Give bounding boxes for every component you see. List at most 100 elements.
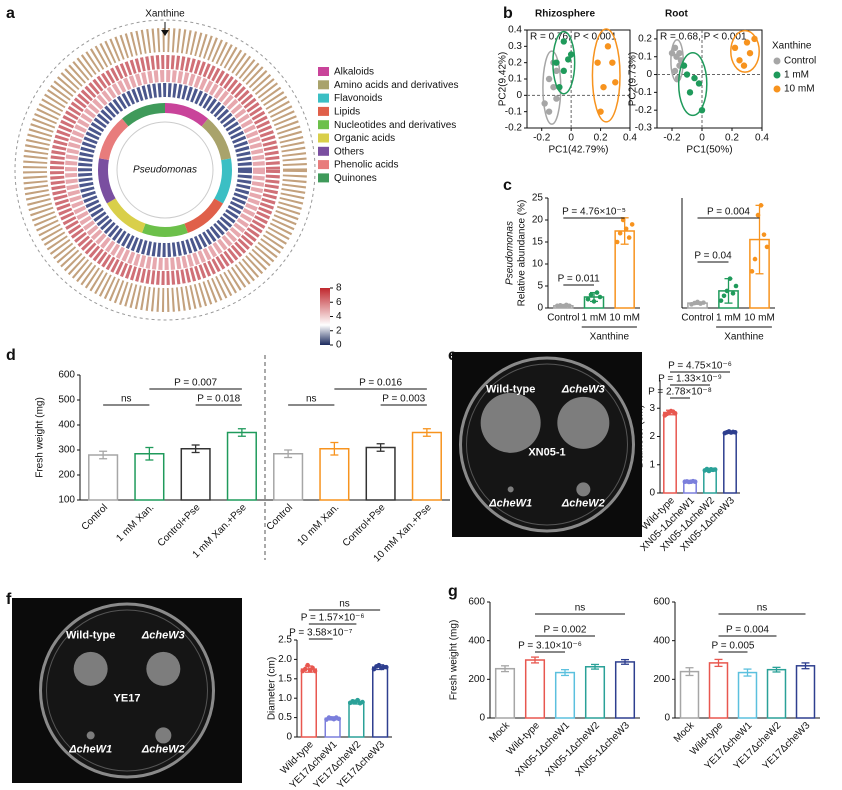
y-tick-label: 0 — [649, 488, 655, 499]
y-tick-label: 400 — [653, 635, 670, 646]
comparison-label: P = 3.10×10⁻⁶ — [518, 641, 582, 652]
panel-label: f — [6, 591, 12, 608]
legend-marker — [773, 85, 781, 93]
bar — [494, 667, 516, 719]
x-tick-label: 0.2 — [594, 133, 608, 144]
colorbar-label: 8 — [336, 283, 342, 294]
legend-swatch — [318, 120, 329, 130]
plate-label: ΔcheW2 — [561, 497, 605, 509]
x-tick-label: Control — [547, 313, 579, 324]
y-tick-label: -0.1 — [635, 87, 653, 98]
colony — [507, 486, 514, 493]
y-tick-label: 100 — [58, 495, 75, 506]
y-tick-label: 0.1 — [638, 51, 652, 62]
y-tick-label: 10 — [532, 259, 544, 270]
error-bar — [590, 291, 598, 303]
y-tick-label: 0 — [664, 713, 670, 724]
colony — [146, 651, 181, 686]
error-bar — [666, 409, 674, 416]
plate-rim — [466, 363, 628, 526]
point — [701, 300, 706, 305]
legend-label: Lipids — [334, 107, 360, 118]
y-tick-label: 0 — [286, 732, 292, 743]
comparison-label: P = 3.58×10⁻⁷ — [289, 628, 353, 639]
y-tick-label: 1.5 — [278, 673, 292, 684]
x-tick-label: Control+Pse — [341, 502, 388, 549]
x-tick-label: Mock — [487, 720, 512, 745]
error-bar — [686, 480, 694, 484]
category-ring — [98, 103, 232, 237]
point — [749, 269, 755, 274]
plate-rim — [46, 609, 208, 772]
point — [588, 292, 594, 298]
comparison-label: ns — [757, 603, 768, 614]
point — [553, 95, 560, 102]
error-bar — [304, 665, 313, 673]
point — [730, 291, 736, 296]
comparison-label: P = 4.76×10⁻⁵ — [562, 207, 626, 218]
bar — [319, 448, 350, 501]
confidence-ellipse — [677, 51, 708, 117]
point — [545, 75, 553, 83]
error-bar — [559, 303, 568, 308]
comparison-label: P = 0.002 — [544, 625, 587, 636]
point — [565, 56, 572, 63]
comparison-label: P = 0.018 — [197, 394, 240, 405]
point — [312, 668, 318, 674]
y-tick-label: 200 — [58, 470, 75, 481]
point — [683, 71, 691, 78]
bar — [723, 431, 737, 494]
bar — [584, 666, 606, 719]
x-tick-label: Control — [80, 502, 111, 533]
bar — [88, 454, 119, 501]
bar — [795, 665, 816, 719]
bar — [679, 670, 700, 719]
point — [698, 106, 706, 114]
point — [764, 244, 770, 250]
legend-swatch — [318, 67, 329, 76]
point — [718, 298, 724, 303]
x-tick-label: 1 mM Xan. — [114, 502, 156, 544]
y-tick-label: 400 — [58, 420, 75, 431]
point — [752, 256, 758, 262]
legend-marker — [773, 57, 781, 65]
plot-frame — [656, 29, 763, 129]
bar — [614, 661, 636, 719]
error-bar — [284, 449, 293, 459]
x-tick-label: -0.2 — [663, 133, 681, 144]
error-bar — [685, 667, 694, 677]
error-bar — [714, 658, 723, 668]
plate-label: ΔcheW3 — [141, 629, 185, 641]
point — [761, 232, 767, 237]
point — [672, 411, 678, 416]
y-tick-label: 300 — [58, 445, 75, 456]
legend-title: Xanthine — [772, 41, 812, 52]
legend-label: Nucleotides and derivatives — [334, 120, 456, 131]
x-tick-label: Control — [681, 313, 713, 324]
bar — [300, 668, 317, 738]
point — [545, 108, 553, 115]
bar — [226, 431, 257, 501]
legend-label: Others — [334, 146, 364, 157]
circos-decoration — [14, 19, 316, 321]
x-tick-label: 1 mM — [716, 313, 741, 324]
point — [751, 35, 758, 43]
error-bar — [561, 669, 569, 677]
y-tick-label: 200 — [468, 674, 485, 685]
group-label: Xanthine — [724, 332, 764, 343]
group-label: Xanthine — [590, 332, 630, 343]
point — [360, 699, 365, 705]
point — [629, 222, 635, 227]
colorbar-label: 0 — [336, 340, 342, 351]
bar — [372, 666, 389, 738]
comparison-label: P = 0.011 — [558, 274, 601, 285]
bar — [708, 662, 729, 719]
y-tick-label: 0.4 — [508, 25, 522, 36]
legend-marker — [773, 71, 781, 79]
point — [609, 59, 616, 66]
legend-swatch — [318, 160, 329, 170]
colony — [73, 651, 108, 686]
bar — [766, 668, 787, 719]
x-tick-label: 0 — [568, 133, 574, 144]
x-tick-label: Control — [265, 502, 296, 533]
